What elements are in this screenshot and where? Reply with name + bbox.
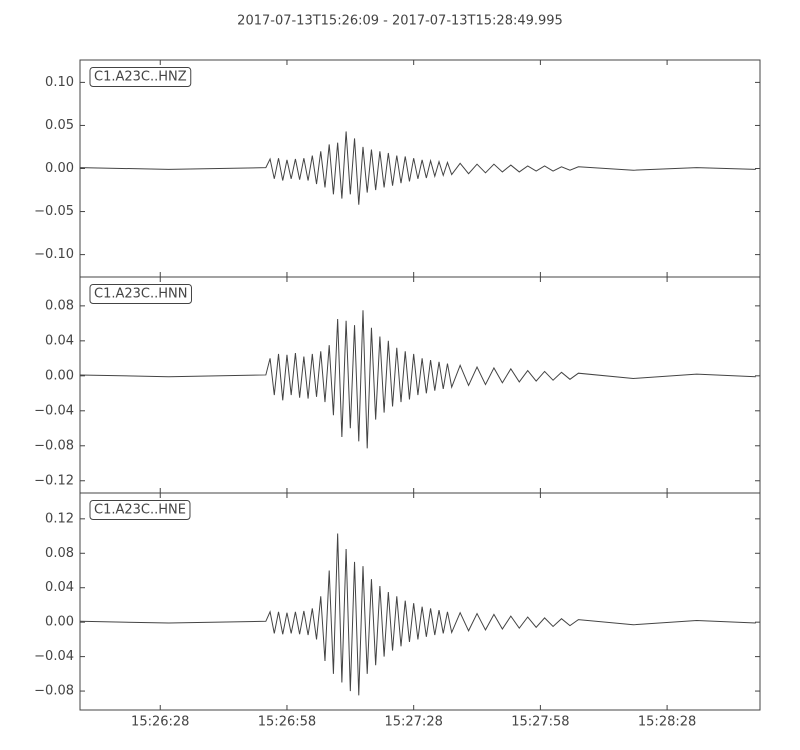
y-tick-label: 0.00 xyxy=(45,615,74,630)
trace-label: C1.A23C..HNZ xyxy=(94,70,187,85)
waveform xyxy=(80,533,756,696)
y-tick-label: 0.04 xyxy=(45,333,74,348)
y-tick-label: 0.10 xyxy=(45,75,74,90)
y-tick-label: −0.10 xyxy=(34,247,74,262)
x-tick-label: 15:28:28 xyxy=(638,715,696,730)
waveform xyxy=(80,131,756,205)
x-tick-label: 15:26:58 xyxy=(258,715,316,730)
y-tick-label: 0.00 xyxy=(45,161,74,176)
trace-label-box xyxy=(89,500,191,520)
y-tick-label: 0.08 xyxy=(45,546,74,561)
panel-frame xyxy=(79,492,761,711)
trace-label-box xyxy=(89,284,192,304)
y-tick-label: 0.04 xyxy=(45,580,74,595)
panel-frame xyxy=(79,276,761,494)
y-tick-label: −0.05 xyxy=(34,204,74,219)
x-tick-label: 15:27:28 xyxy=(384,715,442,730)
y-tick-label: 0.08 xyxy=(45,298,74,313)
y-tick-label: 0.05 xyxy=(45,118,74,133)
y-tick-label: −0.08 xyxy=(34,684,74,699)
trace-label: C1.A23C..HNE xyxy=(94,503,186,518)
y-tick-label: −0.08 xyxy=(34,438,74,453)
trace-label: C1.A23C..HNN xyxy=(94,287,187,302)
y-tick-label: −0.04 xyxy=(34,403,74,418)
y-tick-label: −0.04 xyxy=(34,649,74,664)
y-tick-label: −0.12 xyxy=(34,473,74,488)
waveform xyxy=(80,310,756,449)
chart-title: 2017-07-13T15:26:09 - 2017-07-13T15:28:4… xyxy=(237,14,563,29)
x-tick-label: 15:27:58 xyxy=(511,715,569,730)
x-tick-label: 15:26:28 xyxy=(131,715,189,730)
trace-label-box xyxy=(89,67,192,87)
y-tick-label: 0.12 xyxy=(45,511,74,526)
y-tick-label: 0.00 xyxy=(45,368,74,383)
